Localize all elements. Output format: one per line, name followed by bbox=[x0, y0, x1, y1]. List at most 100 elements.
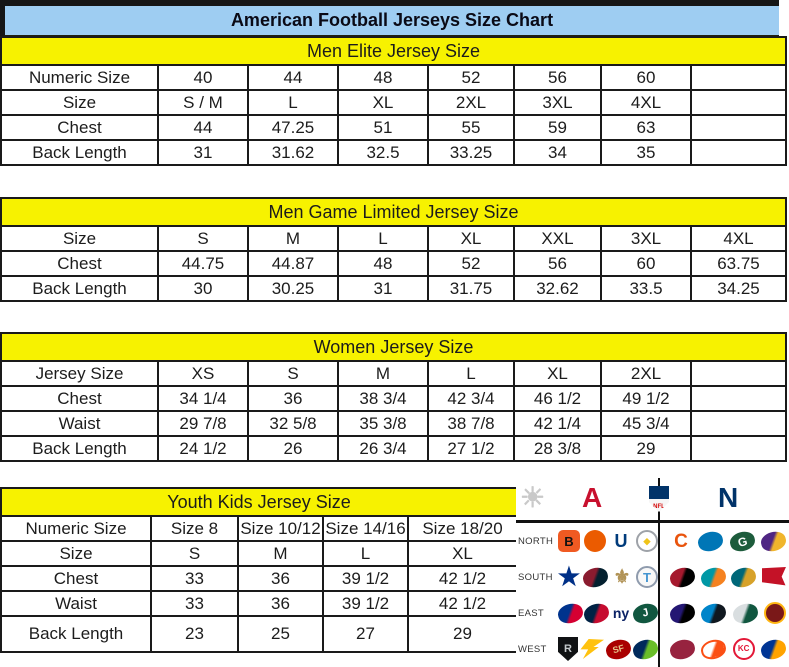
size-cell: 3XL bbox=[600, 225, 692, 252]
size-cell bbox=[690, 114, 787, 141]
team-logo-browns-icon bbox=[584, 530, 606, 552]
size-cell: 35 bbox=[600, 139, 692, 166]
size-cell bbox=[690, 64, 787, 91]
size-cell: 4XL bbox=[690, 225, 787, 252]
size-table-men-game-limited: Men Game Limited Jersey Size Size S M L XL XXL… bbox=[0, 197, 787, 302]
size-cell: 48 bbox=[337, 64, 429, 91]
team-logo-colts-icon: U bbox=[614, 531, 628, 551]
size-cell: 63 bbox=[600, 114, 692, 141]
size-cell: 34.25 bbox=[690, 275, 787, 302]
row-label: Jersey Size bbox=[0, 360, 159, 387]
team-logo-chargers-icon bbox=[580, 639, 604, 659]
size-cell: XL bbox=[513, 360, 602, 387]
size-cell: XL bbox=[427, 225, 515, 252]
section-title-women: Women Jersey Size bbox=[0, 332, 787, 362]
size-cell: 33 bbox=[150, 565, 239, 592]
size-table-youth-kids: Youth Kids Jersey Size Numeric Size Size 8… bbox=[0, 487, 518, 653]
row-label: Back Length bbox=[0, 275, 159, 302]
nfc-logo-icon: N bbox=[718, 482, 739, 513]
size-cell: 32 5/8 bbox=[247, 410, 339, 437]
size-cell: 26 bbox=[247, 435, 339, 462]
nfl-logo-panel: ☀ A NFL N NORTH B U ◆ C G SOUTH ★ ⚜ T EAST ny J WEST R… bbox=[516, 478, 789, 667]
starburst-icon: ☀ bbox=[520, 482, 546, 513]
nfc-team-logos bbox=[667, 564, 786, 590]
size-table-men-elite: Men Elite Jersey Size Numeric Size 40 44 48 5… bbox=[0, 36, 787, 166]
team-logo-rams-icon bbox=[758, 636, 789, 662]
row-label: Back Length bbox=[0, 139, 159, 166]
size-cell: 51 bbox=[337, 114, 429, 141]
row-label: Numeric Size bbox=[0, 515, 152, 542]
row-label: Chest bbox=[0, 250, 159, 277]
conference-divider bbox=[658, 478, 660, 667]
size-cell: 30 bbox=[157, 275, 249, 302]
size-cell: 44.87 bbox=[247, 250, 339, 277]
division-label: WEST bbox=[518, 643, 547, 655]
size-cell: 31.62 bbox=[247, 139, 339, 166]
conference-header: ☀ A NFL N bbox=[516, 478, 789, 523]
afc-team-logos: ny J bbox=[555, 600, 661, 626]
size-cell: 36 bbox=[237, 590, 324, 617]
table-row: Back Length 31 31.62 32.5 33.25 34 35 bbox=[0, 139, 787, 166]
team-logo-jaguars-icon bbox=[729, 564, 759, 590]
size-cell: S bbox=[157, 225, 249, 252]
nfl-shield-icon: NFL bbox=[649, 486, 669, 512]
size-cell: M bbox=[247, 225, 339, 252]
team-logo-giants-icon: ny bbox=[612, 605, 630, 621]
size-cell bbox=[690, 435, 787, 462]
page-title: American Football Jerseys Size Chart bbox=[0, 0, 779, 38]
size-cell: 42 1/2 bbox=[407, 590, 518, 617]
afc-logo-icon: A bbox=[582, 482, 603, 513]
nfl-shield-text: NFL bbox=[653, 504, 665, 510]
team-logo-bills-icon bbox=[555, 600, 586, 626]
size-cell: 32.62 bbox=[513, 275, 602, 302]
size-cell: 49 1/2 bbox=[600, 385, 692, 412]
size-cell: L bbox=[337, 225, 429, 252]
table-row: Size S M L XL bbox=[0, 540, 518, 567]
section-title-men-game-limited: Men Game Limited Jersey Size bbox=[0, 197, 787, 227]
table-row: Chest 44.75 44.87 48 52 56 60 63.75 bbox=[0, 250, 787, 277]
team-logo-jets-icon: J bbox=[630, 600, 661, 626]
size-cell: M bbox=[237, 540, 324, 567]
table-row: Numeric Size Size 8 Size 10/12 Size 14/16 Si… bbox=[0, 515, 518, 542]
row-label: Size bbox=[0, 540, 152, 567]
size-cell: 27 bbox=[322, 615, 409, 653]
size-cell: S bbox=[247, 360, 339, 387]
size-cell: 36 bbox=[237, 565, 324, 592]
size-cell bbox=[690, 385, 787, 412]
size-cell: L bbox=[322, 540, 409, 567]
size-cell: 60 bbox=[600, 64, 692, 91]
division-label: EAST bbox=[518, 607, 545, 619]
team-logo-cowboys-icon: ★ bbox=[557, 562, 581, 591]
team-logo-bears-icon: C bbox=[674, 530, 688, 552]
section-title-youth-kids: Youth Kids Jersey Size bbox=[0, 487, 518, 517]
nfc-team-logos bbox=[667, 600, 786, 626]
size-cell: XL bbox=[337, 89, 429, 116]
size-cell bbox=[690, 89, 787, 116]
size-cell: 52 bbox=[427, 64, 515, 91]
row-label: Chest bbox=[0, 385, 159, 412]
afc-team-logos: R SF bbox=[558, 636, 661, 662]
table-row: Size S M L XL XXL 3XL 4XL bbox=[0, 225, 787, 252]
size-cell bbox=[690, 139, 787, 166]
team-logo-broncos-icon bbox=[699, 636, 729, 662]
division-row-south: SOUTH ★ ⚜ T bbox=[516, 559, 789, 595]
size-cell: XS bbox=[157, 360, 249, 387]
team-logo-vikings-icon bbox=[758, 528, 789, 554]
division-rows: NORTH B U ◆ C G SOUTH ★ ⚜ T EAST ny J WEST R SF KC bbox=[516, 523, 789, 667]
table-row: Back Length 23 25 27 29 bbox=[0, 615, 518, 653]
size-cell: 31 bbox=[157, 139, 249, 166]
team-logo-dolphins-icon bbox=[698, 564, 728, 590]
size-cell: 29 bbox=[600, 435, 692, 462]
size-cell: 2XL bbox=[600, 360, 692, 387]
size-cell: 63.75 bbox=[690, 250, 787, 277]
table-row: Jersey Size XS S M L XL 2XL bbox=[0, 360, 787, 387]
row-label: Chest bbox=[0, 565, 152, 592]
size-cell: 31.75 bbox=[427, 275, 515, 302]
size-cell: 3XL bbox=[513, 89, 602, 116]
row-label: Back Length bbox=[0, 435, 159, 462]
size-cell: 36 bbox=[247, 385, 339, 412]
table-row: Waist 33 36 39 1/2 42 1/2 bbox=[0, 590, 518, 617]
team-logo-cardinals-icon bbox=[667, 636, 698, 662]
team-logo-lions-icon bbox=[696, 528, 726, 554]
